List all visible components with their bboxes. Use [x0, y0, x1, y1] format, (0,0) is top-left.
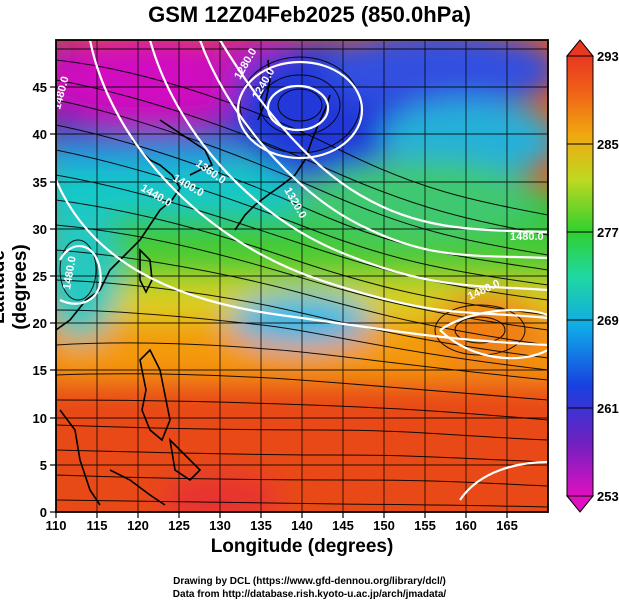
geopotential-contours: [56, 40, 548, 501]
y-tick-label: 5: [40, 458, 47, 473]
contour-label-1480-b: 1480.0: [510, 231, 544, 243]
colorbar-tick-label: 261: [597, 401, 619, 416]
y-tick-label: 45: [33, 80, 47, 95]
y-tick-label: 15: [33, 363, 47, 378]
coastlines: [56, 59, 331, 506]
colorbar-tick-label: 253: [597, 489, 619, 504]
x-axis-tick-labels: 110 115 120 125 130 135 140 145 150 155 …: [46, 518, 518, 533]
colorbar-tick-label: 277: [597, 225, 619, 240]
x-tick-label: 130: [209, 518, 231, 533]
map-title: GSM 12Z04Feb2025 (850.0hPa): [148, 2, 471, 27]
x-tick-label: 115: [87, 518, 108, 533]
y-axis-ticks: [50, 86, 56, 513]
wind-streamlines: [56, 56, 548, 508]
x-tick-label: 110: [46, 518, 67, 533]
colorbar-tick-label: 293: [597, 49, 619, 64]
y-tick-label: 25: [33, 269, 47, 284]
y-axis-tick-labels: 0 5 10 15 20 25 30 35 40 45: [33, 80, 47, 520]
x-tick-label: 155: [414, 518, 436, 533]
x-tick-label: 150: [373, 518, 395, 533]
map-grid: [56, 40, 548, 512]
y-tick-label: 30: [33, 222, 47, 237]
x-tick-label: 145: [332, 518, 354, 533]
x-axis-ticks: [55, 512, 508, 518]
credit-dcl: Drawing by DCL (https://www.gfd-dennou.o…: [173, 576, 446, 587]
y-tick-label: 0: [40, 505, 47, 520]
y-tick-label: 40: [33, 127, 47, 142]
x-tick-label: 125: [168, 518, 190, 533]
y-tick-label: 10: [33, 411, 47, 426]
x-tick-label: 165: [496, 518, 518, 533]
colorbar-tick-label: 269: [597, 313, 619, 328]
x-tick-label: 120: [127, 518, 149, 533]
x-axis-label: Longitude (degrees): [210, 536, 394, 557]
colorbar-tick-label: 285: [597, 137, 619, 152]
x-tick-label: 135: [250, 518, 272, 533]
contour-label-1480-d: 1480.0: [61, 255, 79, 290]
y-tick-label: 20: [33, 316, 47, 331]
colorbar-tick-labels: 293 285 277 269 261 253: [597, 49, 619, 504]
x-tick-label: 160: [455, 518, 477, 533]
y-tick-label: 35: [33, 175, 47, 190]
colorbar: [565, 39, 595, 513]
x-tick-label: 140: [291, 518, 313, 533]
credit-data-source: Data from http://database.rish.kyoto-u.a…: [172, 589, 447, 600]
